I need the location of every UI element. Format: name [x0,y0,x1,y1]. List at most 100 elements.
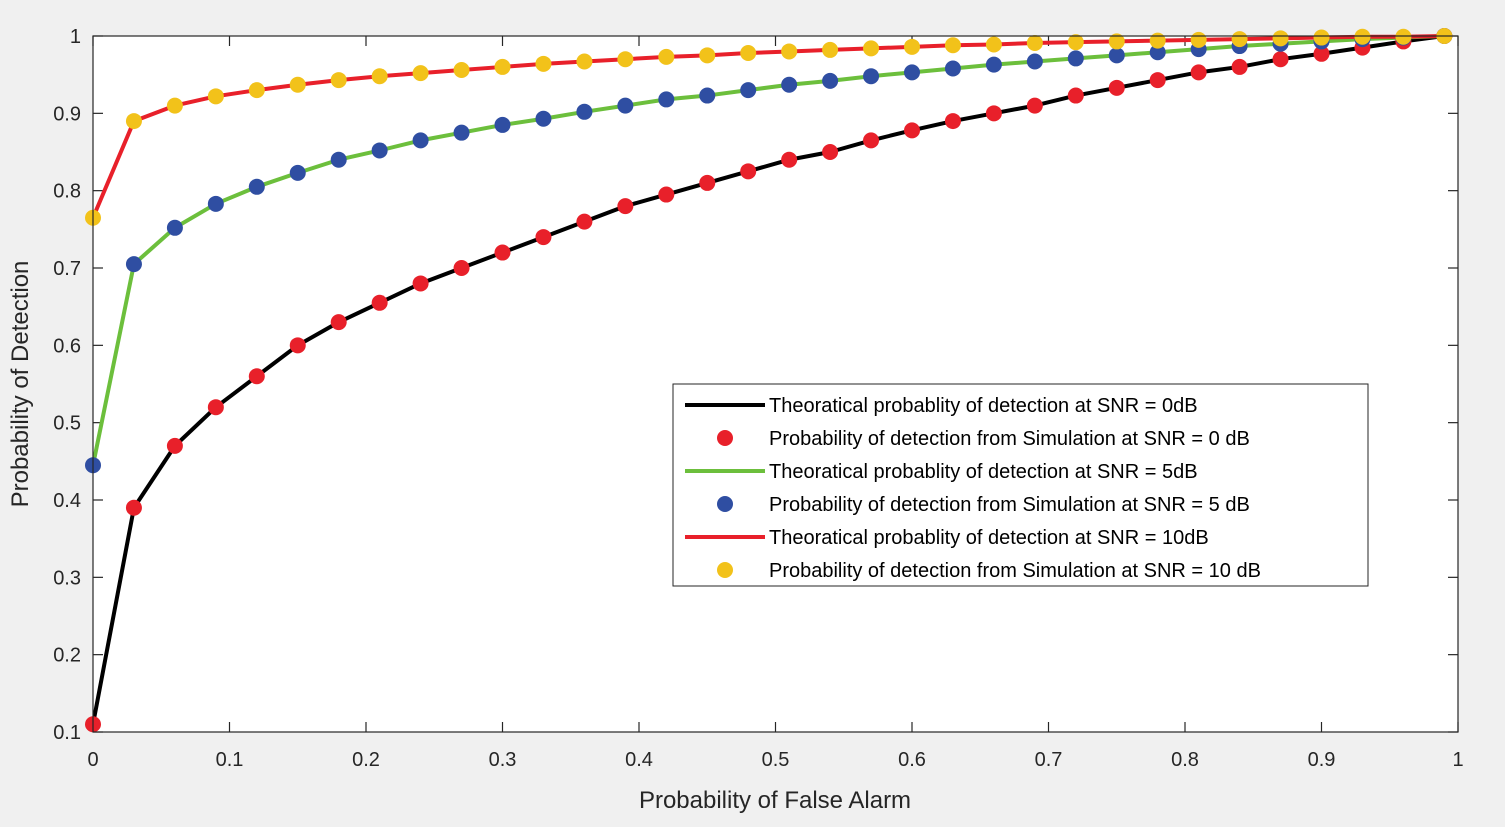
series-point-5 [1026,34,1043,51]
series-point-5 [699,47,716,64]
series-point-1 [494,244,511,261]
legend-marker-swatch [717,430,733,446]
series-point-5 [494,58,511,75]
x-tick-label: 0.2 [352,749,380,771]
series-point-1 [125,499,142,516]
series-lines [91,34,1445,725]
x-tick-label: 0.8 [1171,749,1199,771]
y-axis-label: Probability of Detection [7,261,34,508]
series-point-1 [863,132,880,149]
series-point-5 [1272,30,1289,47]
series-point-3 [863,68,880,85]
y-tick-label: 0.6 [53,335,81,357]
y-tick-label: 0.3 [53,567,81,589]
series-point-1 [289,337,306,354]
series-point-3 [535,110,552,127]
series-point-3 [944,60,961,77]
series-point-3 [740,82,757,99]
series-point-3 [207,195,224,212]
x-tick-label: 0.3 [489,749,517,771]
series-point-1 [207,399,224,416]
series-point-5 [617,51,634,68]
legend-marker-swatch [717,562,733,578]
legend-entry-label: Probability of detection from Simulation… [769,428,1250,450]
legend-entry-label: Theoratical probablity of detection at S… [769,395,1198,417]
series-point-3 [248,178,265,195]
series-point-5 [166,97,183,114]
y-tick-label: 1 [70,26,81,48]
series-point-1 [330,314,347,331]
x-tick-label: 0 [87,749,98,771]
series-point-3 [781,76,798,93]
series-point-1 [1231,58,1248,75]
series-point-5 [1067,34,1084,51]
series-point-1 [535,229,552,246]
series-point-3 [1149,44,1166,61]
legend-entry-label: Theoratical probablity of detection at S… [769,527,1209,549]
x-tick-label: 0.5 [762,749,790,771]
series-point-3 [822,72,839,89]
series-point-5 [904,38,920,55]
series-point-5 [248,82,265,99]
series-point-3 [658,91,675,108]
series-point-5 [453,62,470,79]
series-point-5 [125,113,142,130]
series-point-5 [535,55,552,72]
series-point-3 [1108,47,1125,64]
y-tick-label: 0.8 [53,181,81,203]
series-point-1 [904,122,920,139]
series-point-1 [617,198,634,215]
series-point-3 [699,87,716,104]
series-point-1 [1272,51,1289,68]
series-point-1 [781,151,798,168]
series-point-5 [985,36,1002,53]
series-point-1 [944,113,961,130]
series-point-3 [289,164,306,181]
y-tick-label: 0.5 [53,413,81,435]
y-tick-label: 0.1 [53,722,81,744]
series-point-3 [1026,53,1043,70]
series-point-1 [576,213,593,230]
series-point-1 [166,437,183,454]
series-point-3 [330,151,347,168]
legend: Theoratical probablity of detection at S… [672,383,1369,587]
series-point-3 [617,97,634,114]
series-point-3 [371,142,388,159]
series-point-3 [453,124,470,141]
x-tick-label: 1 [1452,749,1463,771]
series-point-5 [207,88,224,105]
plot-frame [92,35,1459,733]
series-point-5 [576,53,593,70]
series-point-1 [371,294,388,311]
legend-box [672,383,1369,587]
series-point-1 [1190,64,1207,81]
series-point-5 [1231,31,1248,48]
y-tick-labels: 0.1 0.2 0.3 0.4 0.5 0.6 0.7 0.8 0.9 1 [53,26,81,744]
series-point-1 [1313,45,1330,62]
series-point-1 [740,163,757,180]
x-tick-label: 0.7 [1035,749,1063,771]
legend-entry-label: Probability of detection from Simulation… [769,494,1250,516]
x-tick-label: 0.1 [216,749,244,771]
series-point-1 [412,275,429,292]
series-point-3 [1067,50,1084,67]
series-point-5 [1149,32,1166,49]
y-tick-label: 0.9 [53,103,81,125]
y-tick-label: 0.2 [53,645,81,667]
series-point-1 [658,186,675,203]
series-point-3 [166,219,183,236]
series-point-1 [1026,97,1043,114]
series-point-3 [412,132,429,149]
legend-entry-label: Probability of detection from Simulation… [769,560,1261,582]
series-point-5 [863,40,880,57]
series-line-4 [91,34,1445,219]
legend-entry-label: Theoratical probablity of detection at S… [769,461,1198,483]
series-point-5 [822,41,839,58]
legend-marker-swatch [717,496,733,512]
y-tick-label: 0.4 [53,490,81,512]
series-line-0 [91,34,1445,725]
series-point-1 [248,368,265,385]
series-point-1 [1067,87,1084,104]
series-point-5 [1395,28,1412,45]
